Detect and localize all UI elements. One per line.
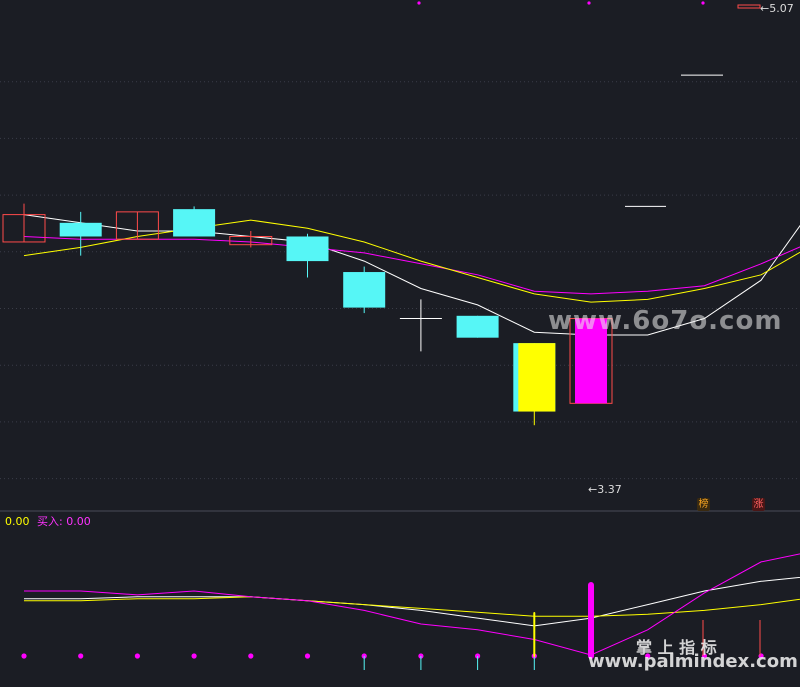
candle-body — [173, 209, 216, 237]
indicator-line-magenta — [24, 553, 800, 656]
ma-line — [23, 219, 800, 303]
indicator-dot — [21, 653, 27, 659]
indicator-dot — [191, 653, 197, 659]
top-marker-dot — [701, 1, 705, 5]
rise-badge[interactable]: 涨 — [752, 498, 765, 511]
candle-body — [2, 214, 46, 243]
indicator-value-b: 0.00 — [66, 515, 91, 528]
watermark-cn: 掌 上 指 标 — [636, 638, 717, 657]
indicator-dot — [134, 653, 140, 659]
indicator-value-a: 0.00 — [5, 515, 30, 528]
indicator-line-yellow — [24, 596, 800, 617]
low-arrow: ← — [588, 483, 598, 496]
candle-body-overlay — [575, 318, 607, 404]
ma-line — [23, 236, 800, 295]
high-arrow: ← — [760, 2, 770, 15]
indicator-legend: 0.00 买入: 0.00 — [5, 513, 91, 529]
candle-body — [59, 222, 102, 237]
high-price-label: ←5.07 — [760, 2, 794, 15]
rank-badge[interactable]: 榜 — [697, 498, 710, 511]
ma-line — [23, 214, 800, 336]
high-tick-box — [737, 4, 761, 9]
candle-body-overlay — [518, 343, 556, 412]
candle-body — [343, 272, 386, 308]
indicator-dot — [304, 653, 311, 659]
top-marker-dot — [417, 1, 421, 5]
top-marker-dot — [587, 1, 591, 5]
watermark-bottom: www.palmindex.com — [588, 651, 798, 672]
candle-body — [286, 236, 329, 262]
indicator-dot — [248, 653, 254, 659]
candle-body — [115, 211, 159, 240]
indicator-dot — [78, 653, 84, 659]
low-price-label: ←3.37 — [588, 483, 622, 496]
low-value: 3.37 — [597, 483, 622, 496]
indicator-name-b: 买入: — [37, 515, 63, 528]
indicator-line-white — [24, 576, 800, 627]
watermark-top: www.6o7o.com — [548, 306, 783, 336]
candle-body — [456, 315, 499, 338]
candle-body — [229, 235, 273, 246]
indicator-dot — [645, 653, 651, 659]
high-value: 5.07 — [769, 2, 794, 15]
